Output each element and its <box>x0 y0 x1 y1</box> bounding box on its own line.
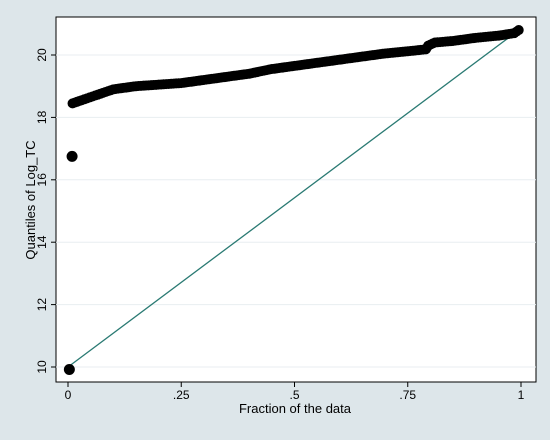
x-axis: 0 .25 .5 .75 1 <box>65 382 525 402</box>
reference-line <box>67 27 522 368</box>
y-tick-label: 20 <box>35 48 49 62</box>
y-axis: 10 12 14 16 18 20 <box>35 48 56 374</box>
y-tick-label: 14 <box>35 235 49 249</box>
data-point <box>513 25 524 36</box>
outlier-point <box>63 363 75 375</box>
x-tick-label: .5 <box>289 388 299 402</box>
reference-line-segment <box>67 27 522 368</box>
x-tick-label: .75 <box>399 388 416 402</box>
gridlines <box>56 54 536 368</box>
x-axis-title: Fraction of the data <box>239 401 352 416</box>
y-axis-title: Quantiles of Log_TC <box>23 140 38 259</box>
x-tick-label: 1 <box>518 388 525 402</box>
data-points <box>63 25 524 375</box>
x-tick-label: 0 <box>65 388 72 402</box>
outlier-point <box>66 150 78 162</box>
y-tick-label: 16 <box>35 173 49 187</box>
y-tick-label: 10 <box>35 360 49 374</box>
y-tick-label: 18 <box>35 110 49 124</box>
x-tick-label: .25 <box>173 388 190 402</box>
y-tick-label: 12 <box>35 298 49 312</box>
